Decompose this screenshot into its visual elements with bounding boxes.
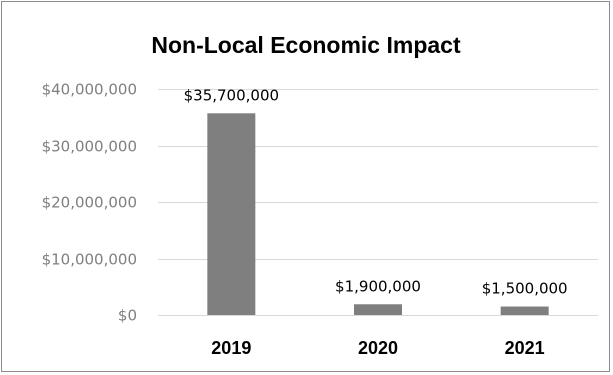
bar-2019 bbox=[207, 113, 256, 315]
chart-title: Non-Local Economic Impact bbox=[151, 32, 461, 58]
x-tick-label-2020: 2020 bbox=[358, 338, 398, 358]
data-label-2019: $35,700,000 bbox=[184, 86, 279, 104]
y-axis: $0 $10,000,000 $20,000,000 $30,000,000 $40,0… bbox=[42, 81, 137, 325]
y-tick-label: $10,000,000 bbox=[42, 251, 137, 269]
y-tick-label: $20,000,000 bbox=[42, 194, 137, 212]
bars bbox=[207, 113, 549, 315]
y-tick-label: $0 bbox=[118, 307, 137, 325]
data-label-2021: $1,500,000 bbox=[482, 280, 568, 298]
data-labels: $35,700,000 $1,900,000 $1,500,000 bbox=[184, 86, 568, 297]
bar-2020 bbox=[354, 304, 402, 315]
x-tick-label-2019: 2019 bbox=[211, 338, 251, 358]
bar-2021 bbox=[500, 306, 549, 315]
x-tick-label-2021: 2021 bbox=[505, 338, 545, 358]
y-tick-label: $40,000,000 bbox=[42, 81, 137, 99]
data-label-2020: $1,900,000 bbox=[335, 277, 421, 295]
y-tick-label: $30,000,000 bbox=[42, 138, 137, 156]
x-axis: 2019 2020 2021 bbox=[211, 338, 544, 358]
